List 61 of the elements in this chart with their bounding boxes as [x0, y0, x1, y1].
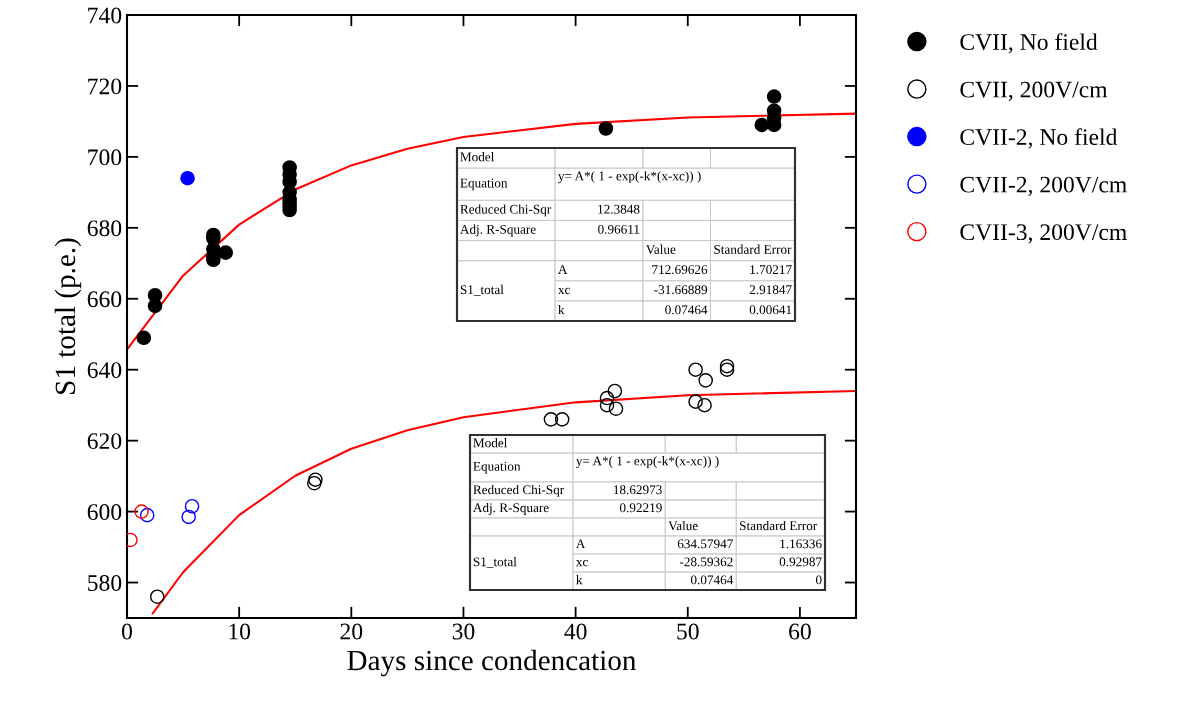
legend-label: CVII, No field: [960, 33, 1098, 54]
legend-label: CVII-3, 200V/cm: [960, 224, 1127, 244]
x-axis-title: Days since condencation: [347, 649, 637, 677]
annotation: 0.00641: [749, 305, 792, 315]
y-tick-label: 660: [87, 291, 122, 308]
x-tick-label: 20: [340, 623, 363, 640]
legend-label: CVII-2, 200V/cm: [960, 176, 1127, 196]
annotation: -31.66889: [654, 285, 708, 295]
x-tick-label: 40: [564, 623, 587, 640]
annotation: -28.59362: [679, 557, 733, 567]
y-tick-label: 640: [87, 362, 122, 379]
y-axis-title: S1 total (p.e.): [54, 238, 82, 394]
annotation: Equation: [460, 178, 508, 191]
annotation: A: [558, 265, 568, 274]
annotation: Model: [473, 438, 508, 448]
x-tick-label: 30: [452, 623, 475, 640]
annotation: k: [558, 304, 565, 315]
annotation: A: [576, 539, 586, 549]
annotation: 12.3848: [598, 204, 640, 214]
annotation: Equation: [473, 461, 521, 474]
annotation: S1_total: [460, 284, 504, 296]
annotation: Adj. R-Square: [460, 224, 536, 237]
annotation: y= A*( 1 - exp(-k*(x-xc)) ): [576, 456, 719, 469]
legend-label: CVII-2, No field: [960, 128, 1118, 149]
annotation: xc: [558, 287, 570, 295]
y-tick-label: 600: [87, 504, 122, 521]
annotation: 1.70217: [750, 265, 792, 275]
annotation: 0.07464: [690, 575, 734, 585]
x-tick-label: 10: [229, 623, 251, 640]
annotation: xc: [575, 559, 588, 567]
annotation: 0.96611: [598, 224, 640, 234]
y-tick-label: 740: [88, 7, 122, 24]
annotation: Reduced Chi-Sqr: [473, 484, 565, 497]
annotation: 0.07464: [665, 305, 708, 315]
annotation: 2.91847: [749, 285, 792, 295]
annotation: 18.62973: [614, 485, 662, 495]
y-tick-label: 680: [87, 220, 122, 237]
annotation: 1.16336: [780, 539, 822, 549]
annotation: Standard Error: [714, 244, 792, 254]
annotation: S1_total: [473, 556, 517, 568]
x-tick-label: 50: [677, 623, 699, 640]
annotation: Value: [645, 244, 676, 254]
annotation: Value: [668, 520, 698, 531]
annotation: 0.92987: [779, 557, 822, 567]
annotation: 712.69626: [652, 265, 708, 275]
y-tick-label: 580: [88, 575, 122, 591]
x-tick-label: 60: [789, 623, 811, 640]
annotation: 0.92219: [619, 503, 662, 513]
annotation: 0: [815, 575, 822, 585]
annotation: Reduced Chi-Sqr: [460, 204, 552, 217]
annotation: Adj. R-Square: [473, 502, 549, 515]
y-tick-label: 620: [87, 433, 122, 450]
annotation: k: [576, 575, 583, 585]
y-tick-label: 720: [88, 78, 122, 95]
annotation: y= A*( 1 - exp(-k*(x-xc)) ): [558, 171, 701, 184]
x-tick-label: 0: [122, 623, 132, 640]
annotation: 634.57947: [677, 539, 733, 549]
legend-label: CVII, 200V/cm: [960, 81, 1108, 101]
annotation: Standard Error: [740, 520, 818, 531]
y-tick-label: 700: [88, 149, 122, 166]
annotation: Model: [460, 152, 495, 162]
